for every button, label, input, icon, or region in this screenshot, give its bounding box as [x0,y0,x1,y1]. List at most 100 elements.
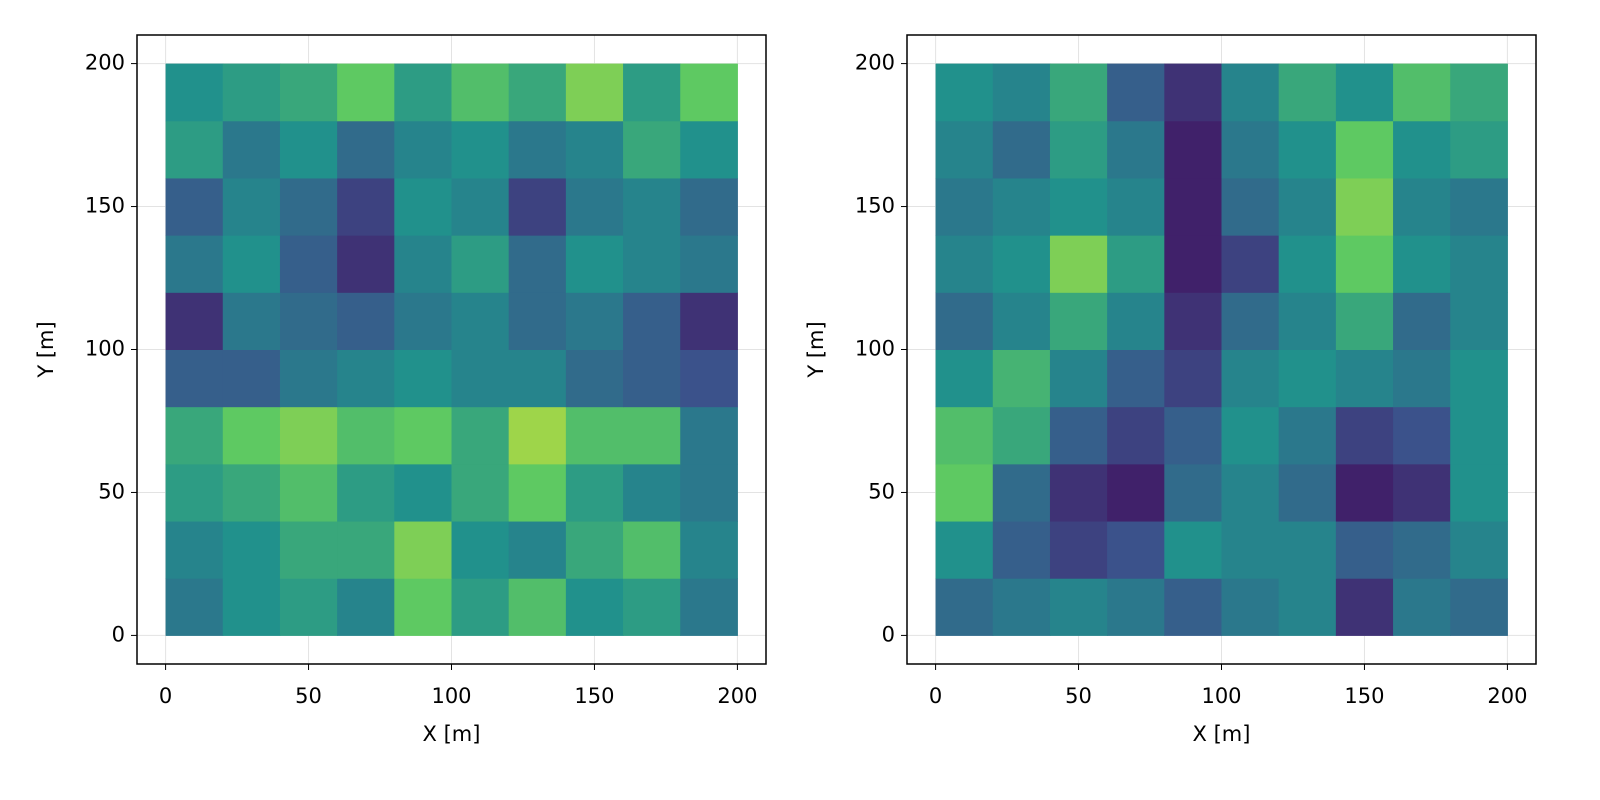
heatmap-cell [1164,406,1222,465]
heatmap-cell [337,521,395,579]
x-tick-label: 50 [1065,684,1092,708]
heatmap-cell [623,235,681,293]
heatmap-cell [451,120,510,179]
heatmap-cell [337,406,395,465]
x-tick-label: 200 [1487,684,1527,708]
heatmap-cell [992,292,1051,350]
heatmap-cell [222,521,281,579]
heatmap-cell [337,349,395,408]
heatmap-cell [1107,521,1165,579]
heatmap-cell [451,235,510,293]
heatmap-cell [1221,63,1280,122]
heatmap-cell [992,521,1051,579]
heatmap-cell [1049,177,1108,236]
x-tick-label: 150 [1344,684,1384,708]
heatmap-cell [623,578,681,636]
heatmap-cell [1107,235,1165,293]
heatmap-cell [394,235,452,293]
heatmap-cell [1393,578,1451,636]
heatmap-cell [565,463,624,522]
heatmap-cell [1278,578,1337,636]
x-tick-label: 0 [929,684,942,708]
heatmap-cell [1107,578,1165,636]
x-tick-label: 50 [295,684,322,708]
heatmap-cell [623,292,681,350]
heatmap-cell [1335,349,1394,408]
y-tick-label: 50 [98,479,125,503]
heatmap-cell [1049,235,1108,293]
heatmap-cell [565,349,624,408]
heatmap-cell [565,235,624,293]
heatmap-cell [565,120,624,179]
heatmap-cell [451,177,510,236]
heatmap-cell [565,578,624,636]
heatmap-cell [451,63,510,122]
heatmap-cell [222,177,281,236]
heatmap-cell [165,578,224,636]
heatmap-cell [1450,235,1508,293]
heatmap-cell [1049,463,1108,522]
heatmap-cell [394,521,452,579]
heatmap-cell [279,292,338,350]
heatmap-cell [1049,406,1108,465]
heatmap-cell [623,120,681,179]
heatmap-cell [165,406,224,465]
heatmap-cell [935,120,994,179]
heatmap-cell [1450,578,1508,636]
heatmap-cell [1049,521,1108,579]
heatmap-cell [165,120,224,179]
heatmap-cell [1049,292,1108,350]
heatmap-cell [623,463,681,522]
heatmap-cell [1221,578,1280,636]
heatmap-cell [222,349,281,408]
heatmap-cell [1164,63,1222,122]
heatmap-cell [337,235,395,293]
heatmap-cell [279,463,338,522]
heatmap-cell [337,578,395,636]
heatmap-cell [508,406,567,465]
heatmap-cell [279,578,338,636]
heatmap-cell [935,521,994,579]
heatmap-cell [451,406,510,465]
heatmap-cell [1221,521,1280,579]
heatmap-cell [1278,177,1337,236]
heatmap-cell [1221,349,1280,408]
heatmap-cell [623,406,681,465]
y-tick-label: 0 [882,622,895,646]
heatmap-cell [165,177,224,236]
heatmap-cell [565,177,624,236]
heatmap-cell [992,120,1051,179]
heatmap-cell [394,120,452,179]
x-tick-label: 0 [159,684,172,708]
heatmap-cell [279,63,338,122]
heatmap-cell [1278,406,1337,465]
heatmap-cell [337,120,395,179]
heatmap-cell [451,521,510,579]
heatmap-cell [1450,463,1508,522]
heatmap-cell [337,177,395,236]
heatmap-cell [222,292,281,350]
heatmap-cell [565,406,624,465]
heatmap-cell [222,120,281,179]
x-axis-label: X [m] [423,722,481,746]
heatmap-cell [992,349,1051,408]
heatmap-cell [565,521,624,579]
heatmap-cell [279,120,338,179]
heatmap-cell [680,177,738,236]
heatmap-cell [394,63,452,122]
heatmap-cell [1393,349,1451,408]
heatmap-cell [1107,292,1165,350]
heatmap-cell [1049,578,1108,636]
heatmap-cell [1164,120,1222,179]
heatmap-cell [279,521,338,579]
heatmap-cell [1450,406,1508,465]
y-tick-label: 100 [85,337,125,361]
heatmap-cell [565,63,624,122]
heatmap-cell [992,177,1051,236]
heatmap-cell [1335,120,1394,179]
heatmap-cell [1450,521,1508,579]
heatmap-cell [165,521,224,579]
y-tick-label: 100 [855,337,895,361]
heatmap-cell [1335,235,1394,293]
